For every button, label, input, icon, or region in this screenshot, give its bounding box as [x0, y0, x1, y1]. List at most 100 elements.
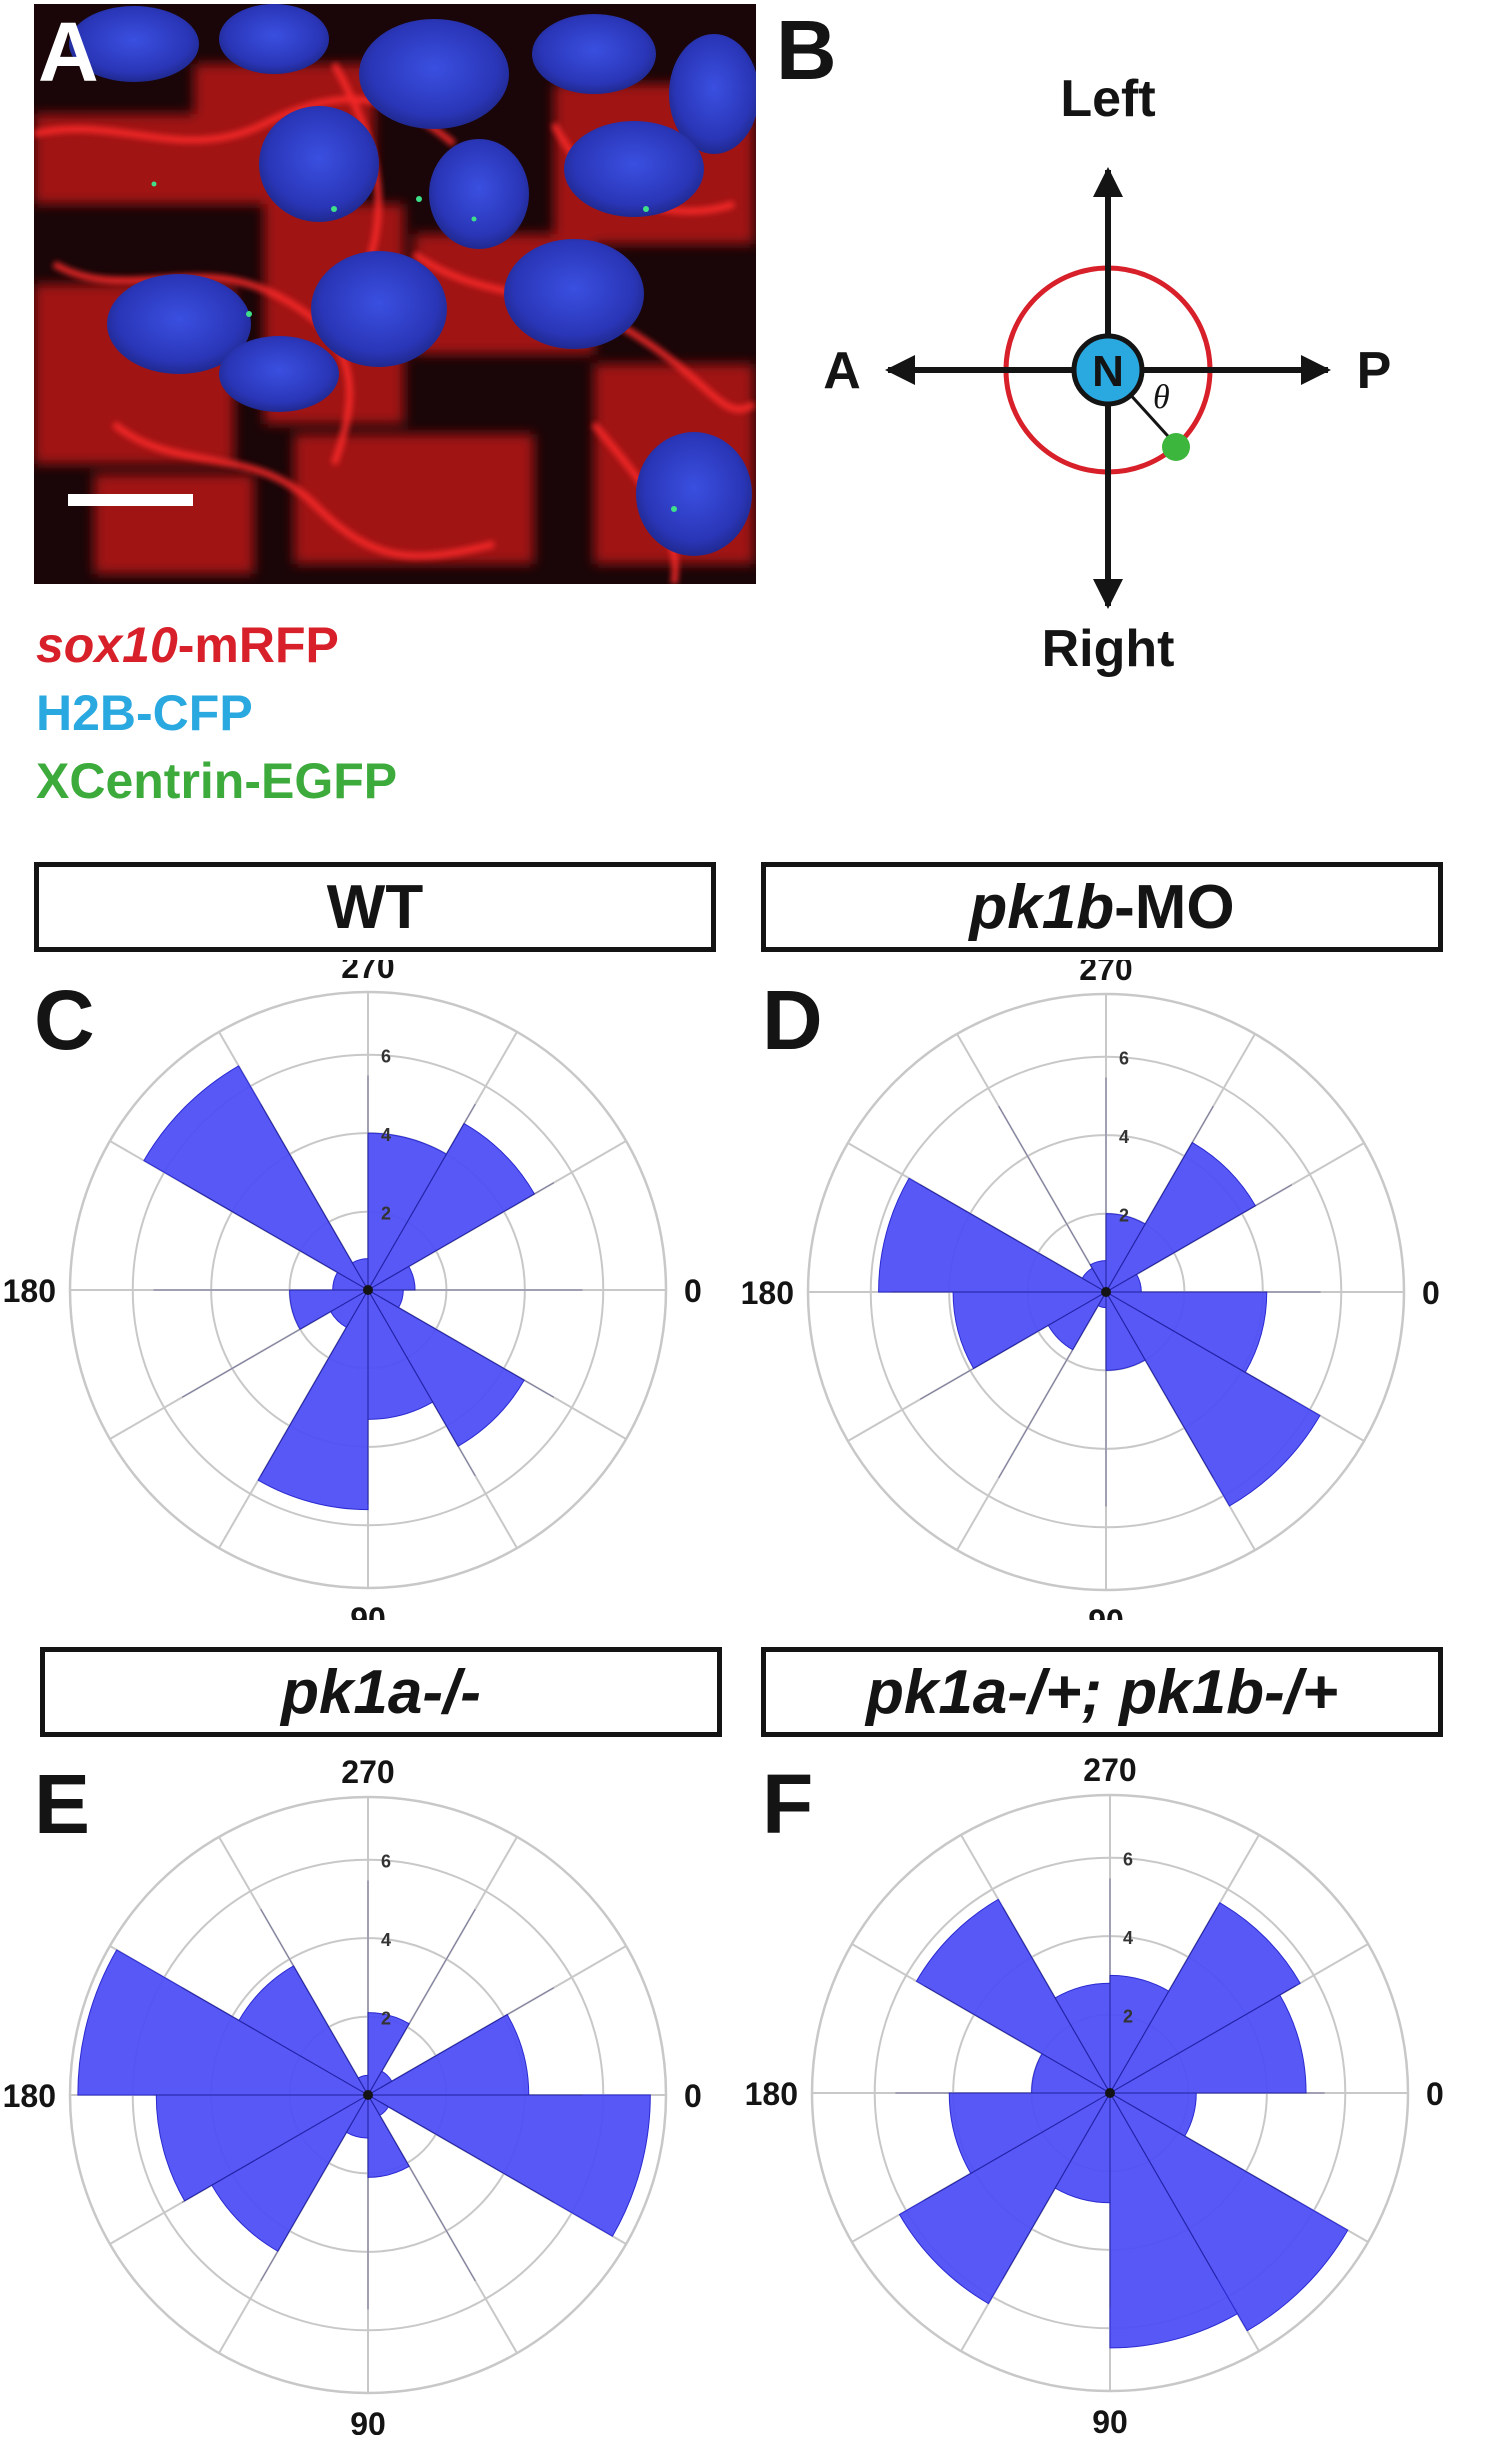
panel-letter-e: E [34, 1757, 91, 1851]
petal-spoke [367, 1103, 476, 1291]
title-wt: WT [326, 872, 424, 942]
petal-spoke [260, 2094, 369, 2282]
petal-spoke [1109, 2092, 1218, 2280]
title-pk1b-italic: pk1b [969, 872, 1115, 942]
title-pk1a-pk1b: pk1a-/+; pk1b-/+ [865, 1657, 1339, 1727]
nucleus-circle [1071, 333, 1145, 407]
angle-label-180: 180 [745, 2076, 798, 2112]
center-dot [1101, 1287, 1111, 1297]
diagram-anterior-label: A [823, 342, 861, 400]
nucleus-label: N [1092, 347, 1124, 396]
radial-tick-label: 2 [1119, 1206, 1129, 1226]
petal-spoke [1109, 1906, 1218, 2094]
rose-petal [238, 1965, 370, 2097]
radial-tick-label: 6 [1123, 1850, 1133, 1870]
theta-label: θ [1153, 379, 1170, 416]
rose-petal [1108, 1902, 1301, 2095]
radial-tick-label: 4 [381, 1930, 391, 1950]
angle-label-0: 0 [684, 1273, 702, 1309]
rose-petal [366, 2013, 530, 2096]
petal-spoke [260, 1908, 369, 2096]
rose-petal [155, 2094, 370, 2202]
radial-tick-label: 4 [381, 1125, 391, 1145]
orientation-diagram: N θ Left Right A P [823, 70, 1392, 678]
fluorescence-micrograph [33, 4, 759, 585]
title-box-pk1a: pk1a-/- [40, 1647, 722, 1737]
rose-petal [1104, 1141, 1257, 1294]
center-dot [363, 2090, 373, 2100]
title-pk1a: pk1a-/- [281, 1657, 481, 1727]
rose-petal [289, 1289, 370, 1330]
rose-petal [915, 1898, 1112, 2095]
rose-petal [1108, 1994, 1307, 2094]
center-dot [363, 1285, 373, 1295]
micrograph-image [33, 4, 759, 585]
panel-letter-f: F [762, 1757, 814, 1851]
petal-spoke [260, 1103, 369, 1291]
petal-spoke [260, 1289, 369, 1477]
radial-tick-label: 4 [1123, 1928, 1133, 1948]
panel-letter-a: A [38, 5, 99, 99]
title-pk1b-suffix: -MO [1114, 872, 1235, 942]
legend-text-2: XCentrin-EGFP [36, 753, 398, 809]
rose-petal [1104, 1273, 1142, 1293]
petal-spoke [1002, 1906, 1111, 2094]
petal-spoke [181, 1987, 369, 2096]
petal-spoke [998, 1291, 1107, 1479]
rose-chart-pk1b-mo: 2 4 6 0 90 180 270 [741, 960, 1440, 1620]
centrosome-dot [1162, 433, 1190, 461]
legend-text-1: H2B-CFP [36, 685, 253, 741]
petal-spoke [1109, 1985, 1297, 2094]
petal-spoke [181, 2094, 369, 2203]
radial-tick-label: 2 [1123, 2007, 1133, 2027]
petal-spoke [367, 1289, 555, 1398]
rose-petal [1109, 2091, 1239, 2349]
grid-spoke [956, 1033, 1107, 1293]
petal-spoke [367, 1289, 476, 1477]
diagram-left-label: Left [1060, 70, 1155, 128]
rose-petal [878, 1177, 1108, 1293]
angle-label-0: 0 [1422, 1275, 1440, 1311]
center-dot [1105, 2088, 1115, 2098]
title-box-wt: WT [34, 862, 716, 952]
petal-spoke [923, 1985, 1111, 2094]
diagram-right-label: Right [1042, 620, 1175, 678]
rose-chart-pk1a-pk1b: 2 4 6 0 90 180 270 [745, 1755, 1444, 2435]
scale-bar [68, 494, 193, 506]
rose-petal [257, 1288, 369, 1511]
legend-italic-0: sox10 [36, 617, 178, 673]
petal-spoke [998, 1105, 1107, 1293]
title-box-pk1a-pk1b: pk1a-/+; pk1b-/+ [761, 1647, 1443, 1737]
petal-spoke [367, 1182, 555, 1291]
petal-spoke [1105, 1291, 1214, 1479]
legend-text-0: -mRFP [177, 617, 339, 673]
rose-petal [366, 1265, 416, 1291]
angle-label-90: 90 [350, 2406, 386, 2435]
angle-label-180: 180 [3, 1273, 56, 1309]
rose-petal [367, 2012, 410, 2097]
radial-tick-label: 2 [381, 2009, 391, 2029]
rose-chart-pk1a: 2 4 6 0 90 180 270 [3, 1755, 702, 2435]
angle-label-90: 90 [350, 1601, 386, 1620]
angle-label-0: 0 [684, 2078, 702, 2114]
panel-letter-c: C [34, 973, 95, 1067]
rose-petal [1108, 2091, 1349, 2332]
petal-spoke [367, 1908, 476, 2096]
rose-petal [366, 1122, 536, 1292]
rose-petal [1104, 1290, 1321, 1507]
rose-petal [898, 2091, 1112, 2305]
petal-spoke [367, 1987, 555, 2096]
legend-line-h2b: H2B-CFP [36, 688, 253, 738]
petal-spoke [919, 1291, 1107, 1400]
angle-label-180: 180 [741, 1275, 794, 1311]
rose-petal [1105, 1290, 1146, 1371]
petal-spoke [1109, 2092, 1297, 2201]
diagram-posterior-label: P [1357, 342, 1392, 400]
radial-tick-label: 2 [381, 1204, 391, 1224]
radial-tick-label: 4 [1119, 1127, 1129, 1147]
panel-letter-b: B [776, 3, 837, 97]
angle-label-90: 90 [1088, 1603, 1124, 1620]
petal-spoke [1105, 1105, 1214, 1293]
petal-spoke [367, 2094, 476, 2282]
angle-label-270: 270 [341, 1755, 394, 1790]
